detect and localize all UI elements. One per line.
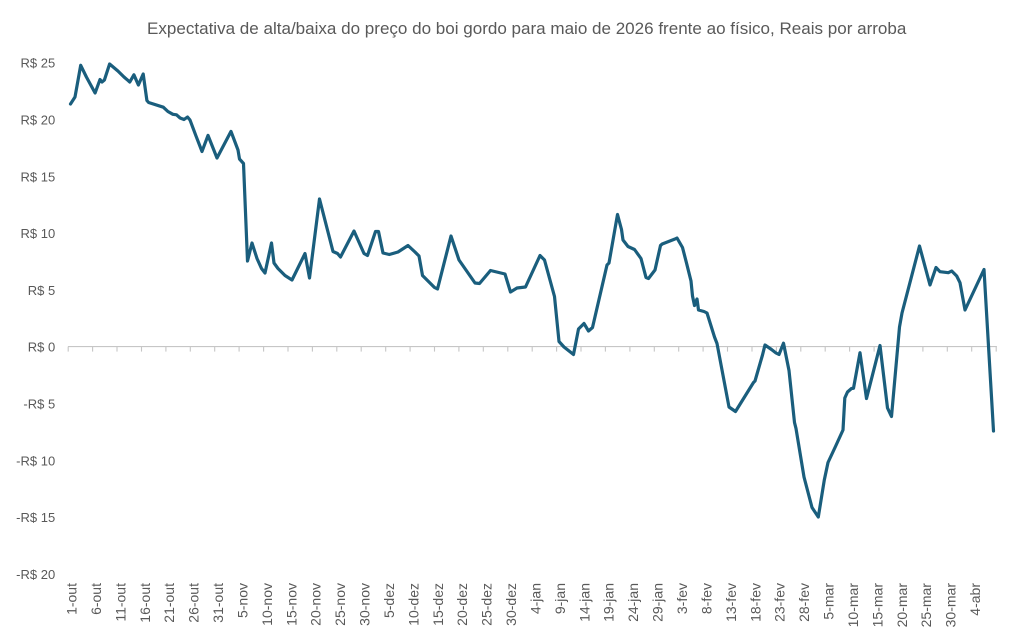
svg-text:29-jan: 29-jan [650,583,666,622]
svg-text:23-fev: 23-fev [772,583,788,622]
svg-text:25-nov: 25-nov [332,583,348,626]
svg-text:11-out: 11-out [112,583,128,622]
svg-text:30-nov: 30-nov [357,583,373,626]
svg-text:31-out: 31-out [210,583,226,623]
svg-text:15-dez: 15-dez [430,583,446,626]
svg-text:R$ 25: R$ 25 [20,56,55,71]
svg-text:5-mar: 5-mar [821,583,837,620]
svg-text:1-out: 1-out [64,583,80,615]
svg-text:21-out: 21-out [161,583,177,623]
svg-text:4-jan: 4-jan [528,583,544,614]
svg-text:24-jan: 24-jan [625,583,641,622]
svg-text:20-dez: 20-dez [454,583,470,626]
svg-text:3-fev: 3-fev [674,583,690,614]
svg-text:30-mar: 30-mar [943,583,959,628]
svg-text:5-dez: 5-dez [381,583,397,618]
svg-text:8-fev: 8-fev [698,583,714,614]
svg-text:20-mar: 20-mar [894,583,910,628]
svg-text:R$ 5: R$ 5 [28,283,55,298]
svg-text:10-dez: 10-dez [405,583,421,626]
svg-text:13-fev: 13-fev [723,583,739,622]
svg-text:15-mar: 15-mar [869,583,885,628]
svg-text:14-jan: 14-jan [576,583,592,622]
svg-text:-R$ 20: -R$ 20 [16,567,55,582]
svg-text:-R$ 5: -R$ 5 [23,397,55,412]
svg-text:4-abr: 4-abr [967,583,983,616]
svg-text:10-nov: 10-nov [259,583,275,626]
svg-text:5-nov: 5-nov [234,583,250,618]
svg-text:25-dez: 25-dez [479,583,495,626]
svg-text:18-fev: 18-fev [747,583,763,622]
svg-text:20-nov: 20-nov [308,583,324,626]
svg-text:19-jan: 19-jan [601,583,617,622]
svg-text:15-nov: 15-nov [283,583,299,626]
svg-text:-R$ 10: -R$ 10 [16,453,55,468]
svg-text:R$ 20: R$ 20 [20,113,55,128]
svg-text:R$ 15: R$ 15 [20,169,55,184]
svg-text:-R$ 15: -R$ 15 [16,510,55,525]
svg-text:6-out: 6-out [88,583,104,615]
svg-text:9-jan: 9-jan [552,583,568,614]
svg-text:25-mar: 25-mar [918,583,934,628]
svg-text:R$ 0: R$ 0 [28,340,55,355]
svg-text:Expectativa de alta/baixa do p: Expectativa de alta/baixa do preço do bo… [147,19,907,38]
svg-text:30-dez: 30-dez [503,583,519,626]
svg-text:16-out: 16-out [137,583,153,623]
svg-text:10-mar: 10-mar [845,583,861,628]
svg-text:R$ 10: R$ 10 [20,226,55,241]
svg-text:28-fev: 28-fev [796,583,812,622]
svg-text:26-out: 26-out [186,583,202,623]
